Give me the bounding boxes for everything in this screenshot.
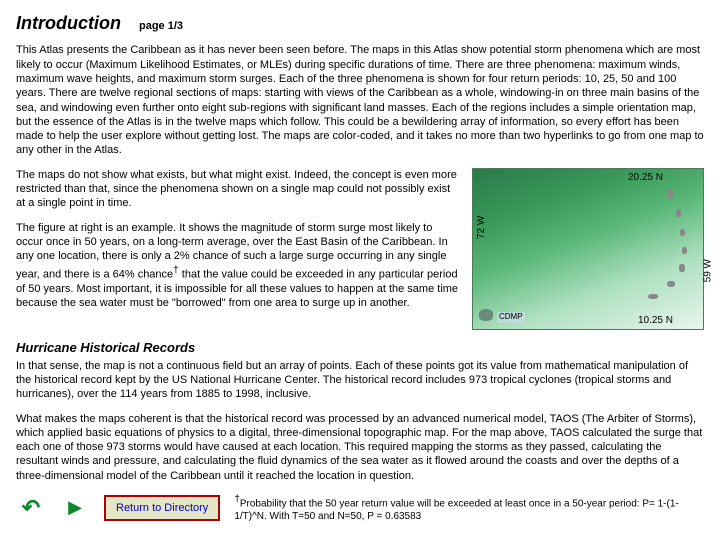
map-island	[648, 294, 658, 299]
uturn-icon: ↶	[22, 494, 40, 523]
map-island	[679, 264, 685, 272]
next-button[interactable]: ▶	[60, 496, 90, 520]
map-island	[667, 189, 673, 199]
map-cdmp-label: CDMP	[497, 312, 525, 322]
map-island	[682, 247, 687, 254]
footnote-text: Probability that the 50 year return valu…	[234, 498, 678, 522]
intro-paragraph: This Atlas presents the Caribbean as it …	[16, 43, 704, 157]
map-coord-bottom: 10.25 N	[638, 314, 673, 327]
map-island	[680, 229, 685, 236]
paragraph-4: What makes the maps coherent is that the…	[16, 412, 704, 483]
example-map: 20.25 N 10.25 N 72 W 59 W CDMP	[472, 168, 704, 330]
map-coord-top: 20.25 N	[628, 171, 663, 184]
footnote: †Probability that the 50 year return val…	[234, 493, 704, 523]
map-coord-right: 59 W	[701, 259, 714, 282]
map-island	[667, 281, 675, 287]
map-island	[676, 209, 681, 217]
page-title: Introduction	[16, 12, 121, 35]
back-button[interactable]: ↶	[16, 496, 46, 520]
mid-paragraph-1: The maps do not show what exists, but wh…	[16, 168, 462, 211]
arrow-right-icon: ▶	[68, 496, 82, 519]
mid-paragraph-2: The figure at right is an example. It sh…	[16, 221, 462, 310]
map-coord-left: 72 W	[475, 215, 488, 238]
subheading-hurricane: Hurricane Historical Records	[16, 340, 704, 357]
map-logo-icon	[479, 309, 493, 321]
paragraph-3: In that sense, the map is not a continuo…	[16, 359, 704, 402]
page-indicator: page 1/3	[139, 19, 183, 33]
return-directory-button[interactable]: Return to Directory	[104, 495, 220, 521]
